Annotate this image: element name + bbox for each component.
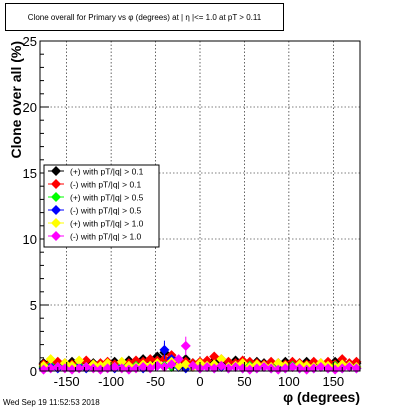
- y-tick-label: 5: [30, 298, 37, 313]
- data-point: [202, 362, 213, 373]
- legend-marker: [51, 166, 61, 176]
- data-point: [67, 364, 77, 375]
- legend-label: (-) with pT/|q| > 0.1: [70, 180, 142, 190]
- legend-label: (+) with pT/|q| > 0.5: [70, 193, 144, 203]
- data-point: [330, 364, 341, 375]
- legend-label: (-) with pT/|q| > 0.5: [70, 206, 142, 216]
- legend-marker: [51, 179, 61, 189]
- y-tick-label: 10: [23, 232, 37, 247]
- axis-ticks: [40, 40, 352, 372]
- timestamp-footer: Wed Sep 19 11:52:53 2018: [3, 398, 100, 407]
- x-tick-label: 100: [278, 374, 300, 389]
- data-point: [237, 358, 248, 369]
- legend-box: [43, 164, 160, 248]
- y-tick-label: 25: [23, 34, 37, 49]
- x-axis-label: φ (degrees): [283, 389, 360, 405]
- data-point: [152, 360, 163, 371]
- data-point: [81, 355, 92, 366]
- legend: (+) with pT/|q| > 0.1 (-) with pT/|q| > 0…: [43, 164, 160, 248]
- data-point: [45, 354, 56, 365]
- data-point: [95, 364, 106, 375]
- legend-label: (+) with pT/|q| > 0.1: [70, 167, 144, 177]
- legend-label: (+) with pT/|q| > 1.0: [70, 219, 144, 229]
- data-point: [109, 362, 120, 373]
- chart-title: Clone overall for Primary vs φ (degrees)…: [5, 3, 284, 31]
- data-point: [216, 354, 227, 365]
- data-point: [173, 360, 184, 371]
- legend-marker: [51, 205, 61, 215]
- data-point: [244, 364, 255, 375]
- x-tick-label: -100: [98, 374, 124, 389]
- data-point: [266, 356, 277, 367]
- x-tick-label: 150: [322, 374, 344, 389]
- chart-title-text: Clone overall for Primary vs φ (degrees)…: [27, 12, 262, 22]
- data-point: [273, 364, 284, 375]
- data-point: [138, 362, 149, 373]
- x-tick-label: -150: [54, 374, 80, 389]
- x-tick-label: 50: [237, 374, 251, 389]
- data-point: [102, 358, 113, 369]
- data-point: [166, 359, 177, 370]
- legend-marker: [51, 192, 61, 202]
- legend-marker: [51, 218, 61, 228]
- x-tick-label: 0: [196, 374, 203, 389]
- data-point: [180, 340, 191, 351]
- data-point: [131, 355, 141, 366]
- tick-labels: -150 -100 -50 0 50 100 150 0 5 10 15 20 25: [23, 34, 345, 389]
- x-tick-label: -50: [146, 374, 165, 389]
- data-point: [259, 362, 269, 373]
- data-point: [337, 354, 348, 365]
- y-axis-label: Clone over all (%): [8, 41, 24, 158]
- data-point: [308, 356, 319, 367]
- y-tick-label: 0: [30, 364, 37, 379]
- data-point: [344, 362, 355, 373]
- data-point: [116, 356, 127, 367]
- data-point: [38, 364, 49, 375]
- data-point: [74, 355, 85, 366]
- data-point: [351, 356, 362, 367]
- data-point: [315, 362, 326, 373]
- legend-label: (-) with pT/|q| > 1.0: [70, 232, 142, 242]
- data-point: [287, 362, 298, 373]
- data-point: [173, 354, 184, 365]
- y-tick-label: 15: [23, 166, 37, 181]
- legend-marker: [51, 231, 61, 241]
- data-point: [159, 344, 170, 355]
- data-point: [81, 362, 92, 373]
- legend-entries: (+) with pT/|q| > 0.1 (-) with pT/|q| > 0…: [48, 166, 144, 242]
- y-tick-label: 20: [23, 100, 37, 115]
- data-point: [145, 354, 156, 365]
